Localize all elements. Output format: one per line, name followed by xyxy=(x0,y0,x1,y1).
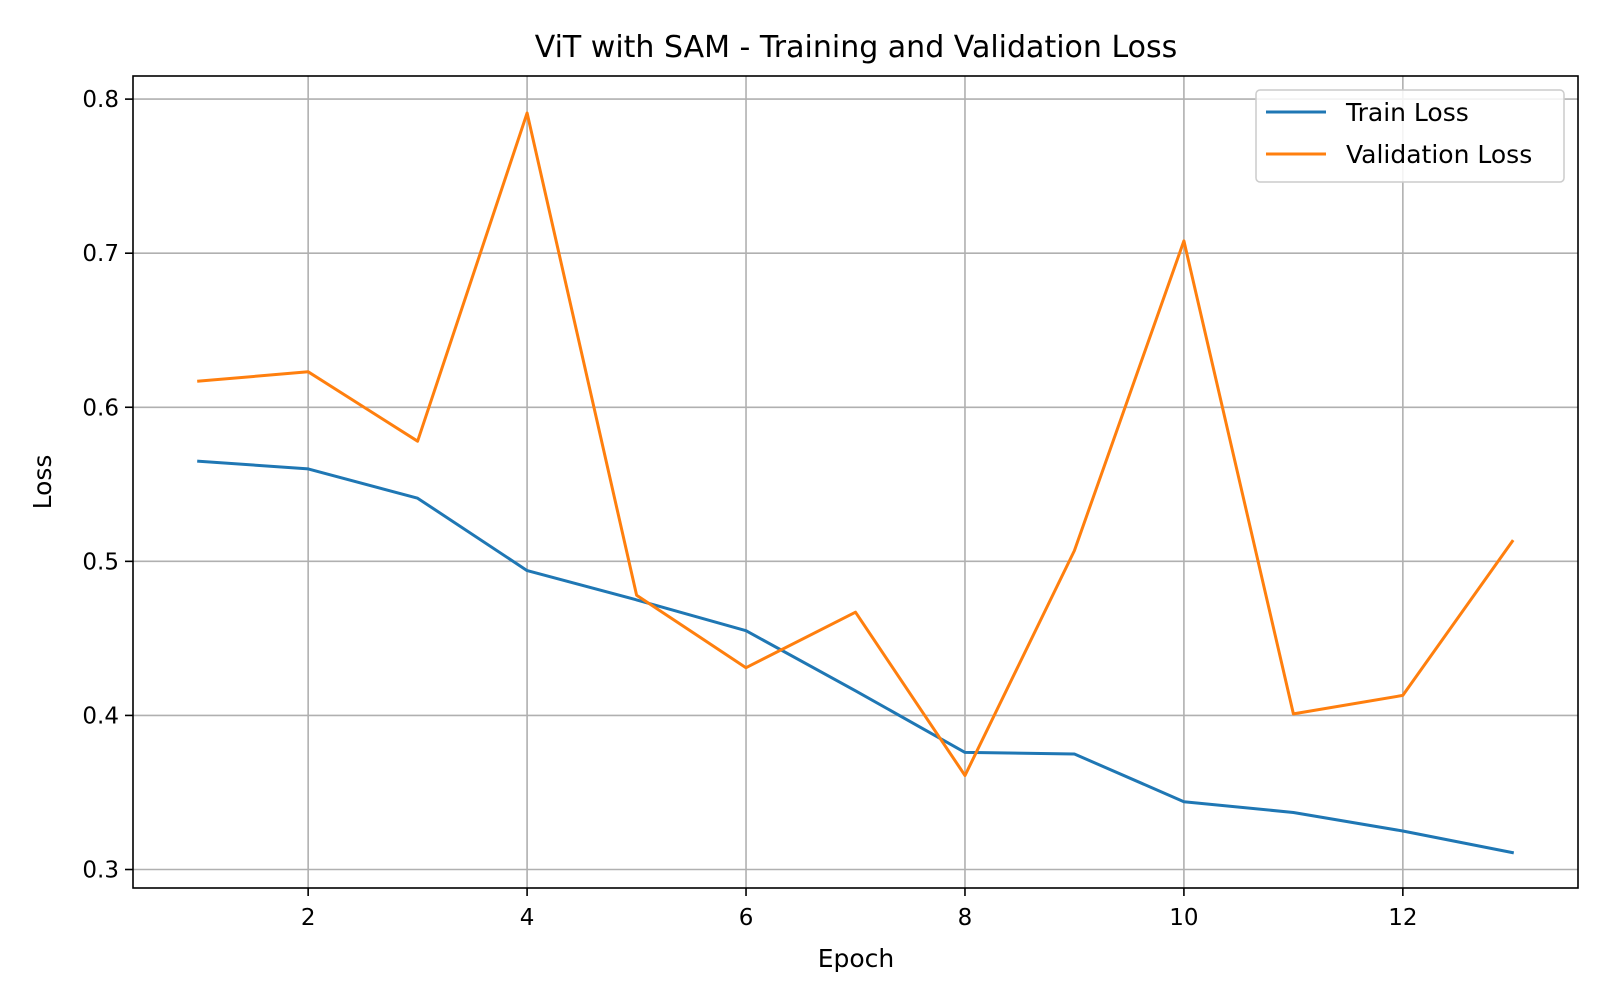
x-tick-label: 12 xyxy=(1388,905,1417,931)
x-tick-label: 10 xyxy=(1169,905,1198,931)
plot-area-frame xyxy=(132,75,1579,889)
y-tick-label: 0.6 xyxy=(82,395,119,421)
y-axis-ticks: 0.3 0.4 0.5 0.6 0.7 0.8 xyxy=(82,87,133,884)
y-tick-label: 0.3 xyxy=(82,858,119,884)
x-axis-label: Epoch xyxy=(818,944,895,973)
x-tick-label: 6 xyxy=(739,905,754,931)
legend-label-validation-loss: Validation Loss xyxy=(1346,140,1532,169)
y-tick-label: 0.8 xyxy=(82,87,119,113)
legend-label-train-loss: Train Loss xyxy=(1345,98,1469,127)
series-line-validation-loss xyxy=(197,111,1515,777)
series-lines xyxy=(197,111,1515,855)
x-tick-label: 2 xyxy=(301,905,316,931)
y-axis-label: Loss xyxy=(28,455,57,510)
x-tick-label: 4 xyxy=(520,905,535,931)
legend: Train Loss Validation Loss xyxy=(1255,89,1565,183)
y-tick-label: 0.5 xyxy=(82,549,119,575)
chart-title: ViT with SAM - Training and Validation L… xyxy=(535,30,1178,65)
series-line-train-loss xyxy=(197,459,1515,855)
y-tick-label: 0.4 xyxy=(82,703,119,729)
x-tick-label: 8 xyxy=(958,905,973,931)
grid-lines xyxy=(133,76,1578,888)
y-tick-label: 0.7 xyxy=(82,241,119,267)
legend-box xyxy=(1255,89,1565,183)
x-axis-ticks: 2 4 6 8 10 12 xyxy=(301,888,1417,931)
